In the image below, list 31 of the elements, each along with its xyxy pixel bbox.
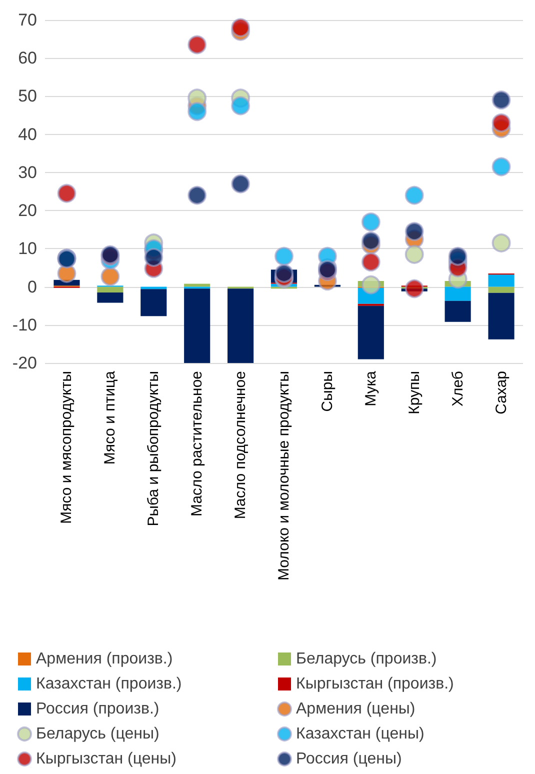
- y-tick-label: -20: [12, 354, 37, 372]
- legend-label: Казахстан (цены): [296, 726, 424, 742]
- legend-label: Россия (цены): [296, 750, 402, 768]
- y-tick-label: 20: [18, 201, 37, 220]
- legend-label: Россия (произв.): [36, 700, 160, 718]
- x-tick-label: Сахар: [492, 371, 510, 414]
- legend-label: Кыргызстан (произв.): [296, 676, 454, 692]
- y-tick-label: -10: [12, 315, 37, 334]
- legend-label: Кыргызстан (цены): [36, 750, 176, 768]
- legend-label: Казахстан (произв.): [36, 676, 182, 692]
- y-tick-label: 40: [18, 124, 37, 144]
- y-tick-label: 60: [18, 48, 37, 68]
- x-tick-label: Мясо и птица: [102, 370, 119, 465]
- y-tick-label: 50: [18, 86, 37, 106]
- legend-label: Беларусь (цены): [36, 726, 160, 742]
- x-tick-label: Молоко и молочные продукты: [276, 371, 292, 580]
- x-tick-label: Рыба и рыбопродукты: [145, 371, 162, 526]
- x-tick-label: Мука: [362, 370, 380, 406]
- y-tick-label: 70: [18, 10, 37, 30]
- legend-label: Армения (произв.): [36, 650, 173, 668]
- x-tick-label: Масло растительное: [188, 371, 206, 516]
- x-tick-label: Хлеб: [449, 371, 466, 407]
- y-tick-label: 10: [18, 239, 37, 258]
- x-tick-label: Сыры: [318, 371, 336, 412]
- legend-label: Армения (цены): [296, 700, 416, 718]
- x-tick-label: Крупы: [406, 371, 423, 414]
- y-tick-label: 0: [28, 277, 37, 296]
- y-tick-label: 30: [18, 162, 37, 182]
- x-tick-label: Мясо и мясопродукты: [58, 371, 76, 524]
- legend-label: Беларусь (произв.): [296, 650, 437, 668]
- x-tick-label: Масло подсолнечное: [232, 371, 250, 520]
